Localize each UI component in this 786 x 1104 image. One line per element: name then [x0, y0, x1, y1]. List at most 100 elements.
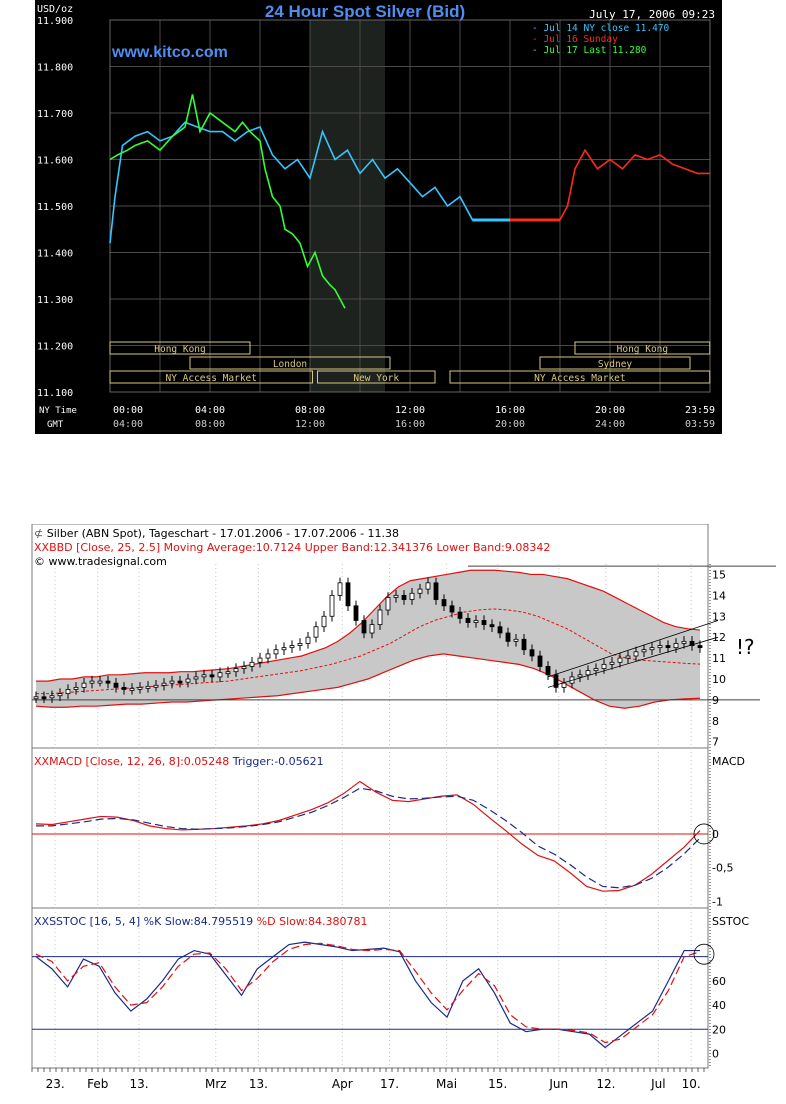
tds-candle-body	[353, 605, 359, 621]
tds-candle-body	[49, 695, 55, 699]
tds-candle-body	[481, 620, 487, 626]
tds-candle-body	[361, 620, 367, 634]
tds-x-label: Mai	[436, 1077, 457, 1091]
tds-candle-body	[673, 643, 679, 649]
kitco-y-tick: 11.500	[37, 202, 73, 213]
tds-sstoc-tick: 60	[712, 975, 726, 988]
tds-macd-tick: 0	[712, 828, 719, 841]
kitco-title: 24 Hour Spot Silver (Bid)	[265, 2, 465, 21]
kitco-ny-time-tick: 00:00	[113, 405, 143, 416]
tds-x-label: Apr	[332, 1077, 353, 1091]
kitco-session-label: London	[273, 359, 307, 370]
tds-candle-body	[593, 668, 599, 672]
tds-price-tick: 15	[712, 568, 726, 581]
kitco-session-label: Hong Kong	[154, 344, 205, 355]
tds-candle-body	[97, 680, 103, 684]
tds-candle-body	[89, 680, 95, 684]
tds-candle-body	[113, 682, 119, 688]
tds-candle-body	[33, 696, 39, 700]
kitco-date-label: July 17, 2006 09:23	[589, 8, 715, 21]
kitco-session-label: New York	[353, 373, 399, 384]
tds-candle-body	[609, 661, 615, 665]
tds-candle-body	[521, 638, 527, 651]
kitco-y-tick: 11.400	[37, 249, 73, 260]
tds-trigger-line	[36, 787, 701, 889]
kitco-legend-item: - Jul 14 NY close 11.470	[532, 23, 670, 34]
tds-candle-body	[689, 640, 695, 646]
tds-candle-body	[225, 671, 231, 675]
tds-macd-label: MACD [Close, 12, 26, 8]:0.05248	[49, 755, 233, 768]
tds-price-tick: 11	[712, 652, 726, 665]
tds-y-axis: 15 14 13 12 11 10 9 8 7 0 -0,5 -1 60 40 20 0	[709, 564, 733, 1068]
tds-candle-body	[345, 582, 351, 607]
tds-candle-body	[369, 624, 375, 634]
kitco-session-box	[539, 356, 691, 370]
tds-candle-body	[465, 617, 471, 623]
kitco-y-tick: 11.600	[37, 156, 73, 167]
kitco-session-label: NY Access Market	[534, 373, 626, 384]
tds-x-label: 15.	[488, 1077, 507, 1091]
tds-candle-body	[417, 588, 423, 594]
tds-lower-band	[35, 653, 701, 709]
tds-candle-body	[73, 686, 79, 690]
tds-price-tick: 14	[712, 589, 726, 602]
tds-k-line	[35, 941, 700, 1049]
kitco-session-box	[574, 341, 711, 355]
tds-header-line3: © www.tradesignal.com	[34, 555, 167, 568]
tds-symbol-icon: ⊄	[34, 527, 47, 540]
tds-candle-body	[153, 684, 159, 688]
kitco-ny-time-label: NY Time	[39, 406, 77, 416]
tds-sstoc-title: SSTOC	[712, 915, 749, 928]
tds-candle-body	[169, 680, 175, 684]
tds-candle-body	[529, 649, 535, 657]
kitco-session-box	[317, 370, 436, 384]
tds-candle-body	[265, 653, 271, 659]
tds-frame	[31, 524, 709, 1069]
kitco-sessions: Hong Kong Hong Kong London Sydney NY Access …	[109, 341, 711, 384]
tds-candle-body	[601, 663, 607, 669]
tds-indicator-icon: ⅩⅩ	[34, 541, 50, 554]
tds-candle-body	[337, 582, 343, 596]
kitco-session-box	[189, 356, 391, 370]
tradesignal-silver-chart: 15 14 13 12 11 10 9 8 7 0 -0,5 -1 60 40 20 0 23. Feb 13. M…	[28, 524, 780, 1100]
tds-sstoc-d: %D Slow:84.380781	[257, 915, 368, 928]
tds-sstoc-circle	[693, 943, 715, 965]
tds-macd-icon: ⅩⅩ	[34, 755, 50, 768]
tds-x-label: Jul	[650, 1077, 665, 1091]
tds-x-label: Jun	[548, 1077, 568, 1091]
tds-candle-body	[441, 599, 447, 607]
kitco-session-label: Sydney	[598, 359, 633, 370]
kitco-y-tick: 11.700	[37, 109, 73, 120]
tds-candle-body	[305, 636, 311, 644]
tds-candle-body	[137, 686, 143, 690]
tds-candle-body	[665, 645, 671, 649]
kitco-ny-time-tick: 12:00	[395, 405, 425, 416]
tds-price-tick: 10	[712, 673, 726, 686]
tds-macd-tick: -1	[712, 895, 723, 908]
kitco-ny-time-tick: 08:00	[295, 405, 325, 416]
tds-x-label: 13.	[129, 1077, 148, 1091]
tds-candle-body	[57, 693, 63, 697]
tds-candle-body	[193, 676, 199, 680]
tds-candle-body	[433, 582, 439, 600]
tds-macd-title: MACD	[712, 755, 745, 768]
tds-candle-body	[497, 626, 503, 634]
tds-macd-panel	[32, 780, 715, 892]
kitco-session-box	[109, 341, 251, 355]
tds-candle-body	[617, 657, 623, 663]
tds-candle-body	[161, 682, 167, 686]
kitco-silver-chart: 24 Hour Spot Silver (Bid) USD/oz July 17…	[35, 0, 722, 434]
tds-channel-upper	[547, 620, 719, 678]
kitco-series	[109, 94, 710, 309]
tds-macd-tick: -0,5	[712, 862, 733, 875]
kitco-session-label: NY Access Market	[165, 373, 257, 384]
kitco-watermark: www.kitco.com	[111, 44, 228, 61]
kitco-y-tick: 11.300	[37, 295, 73, 306]
tds-candle-body	[241, 666, 247, 669]
tds-candle-body	[145, 685, 151, 689]
kitco-y-tick: 11.800	[37, 63, 73, 74]
tds-candle-body	[105, 680, 111, 684]
tds-macd-trigger: Trigger:-0.05621	[232, 755, 324, 768]
tds-x-label: 10.	[682, 1077, 701, 1091]
kitco-ny-time-tick: 20:00	[595, 405, 625, 416]
